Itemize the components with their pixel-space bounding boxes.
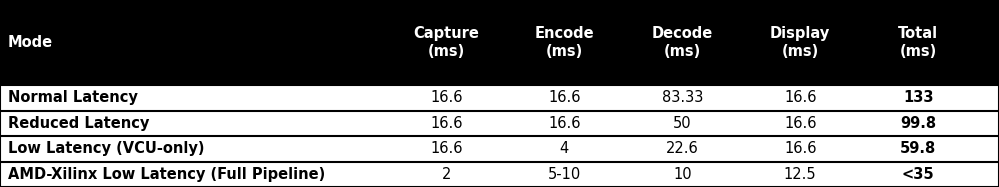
Text: 83.33: 83.33 xyxy=(661,90,703,105)
Bar xyxy=(0,162,999,187)
Text: Normal Latency: Normal Latency xyxy=(8,90,138,105)
Text: 16.6: 16.6 xyxy=(548,90,580,105)
Text: AMD-Xilinx Low Latency (Full Pipeline): AMD-Xilinx Low Latency (Full Pipeline) xyxy=(8,167,326,182)
Text: 16.6: 16.6 xyxy=(784,116,816,131)
Text: Low Latency (VCU-only): Low Latency (VCU-only) xyxy=(8,141,205,156)
Text: 50: 50 xyxy=(673,116,691,131)
Text: 5-10: 5-10 xyxy=(547,167,581,182)
Text: Display
(ms): Display (ms) xyxy=(770,26,830,59)
Bar xyxy=(0,136,999,162)
Text: 4: 4 xyxy=(559,141,569,156)
Text: 99.8: 99.8 xyxy=(900,116,936,131)
Text: 2: 2 xyxy=(442,167,452,182)
Bar xyxy=(0,85,999,111)
Text: 12.5: 12.5 xyxy=(784,167,816,182)
Text: 16.6: 16.6 xyxy=(784,90,816,105)
Text: Encode
(ms): Encode (ms) xyxy=(534,26,594,59)
Text: Capture
(ms): Capture (ms) xyxy=(414,26,480,59)
Text: 16.6: 16.6 xyxy=(431,116,463,131)
Text: Total
(ms): Total (ms) xyxy=(898,26,938,59)
Text: 16.6: 16.6 xyxy=(431,90,463,105)
Text: 10: 10 xyxy=(673,167,691,182)
Text: <35: <35 xyxy=(902,167,934,182)
Bar xyxy=(0,0,999,85)
Text: 133: 133 xyxy=(903,90,933,105)
Text: Reduced Latency: Reduced Latency xyxy=(8,116,150,131)
Text: 22.6: 22.6 xyxy=(666,141,698,156)
Text: Mode: Mode xyxy=(8,35,53,50)
Text: 59.8: 59.8 xyxy=(900,141,936,156)
Text: 16.6: 16.6 xyxy=(431,141,463,156)
Bar xyxy=(0,111,999,136)
Text: 16.6: 16.6 xyxy=(784,141,816,156)
Text: 16.6: 16.6 xyxy=(548,116,580,131)
Text: Decode
(ms): Decode (ms) xyxy=(651,26,713,59)
